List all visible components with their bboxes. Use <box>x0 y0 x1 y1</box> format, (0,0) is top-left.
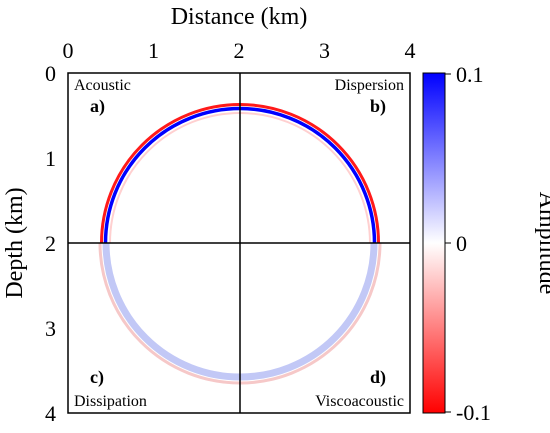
panel-letter-c: c) <box>90 367 104 388</box>
x-tick-label: 3 <box>319 38 330 63</box>
y-tick-label: 0 <box>45 61 56 86</box>
panel-letter-d: d) <box>370 367 386 388</box>
y-tick-label: 1 <box>45 146 56 171</box>
panel-name-acoustic: Acoustic <box>74 77 131 94</box>
panel-name-dispersion: Dispersion <box>335 77 404 94</box>
colorbar <box>422 72 446 414</box>
x-axis-title: Distance (km) <box>171 4 308 30</box>
y-tick-labels: 0 1 2 3 4 <box>45 61 56 426</box>
panel-letter-b: b) <box>370 96 386 117</box>
x-tick-label: 0 <box>63 38 74 63</box>
y-tick-label: 2 <box>45 231 56 256</box>
x-tick-label: 4 <box>405 38 416 63</box>
colorbar-min-label: -0.1 <box>456 400 491 425</box>
colorbar-mid-label: 0 <box>456 231 467 256</box>
x-tick-label: 1 <box>148 38 159 63</box>
colorbar-max-label: 0.1 <box>456 62 484 87</box>
y-axis-title: Depth (km) <box>2 187 28 298</box>
y-tick-label: 4 <box>45 401 56 426</box>
panel-letter-a: a) <box>90 96 105 117</box>
panel-name-dissipation: Dissipation <box>74 393 147 410</box>
x-tick-label: 2 <box>234 38 245 63</box>
y-tick-label: 3 <box>45 316 56 341</box>
x-tick-labels: 0 1 2 3 4 <box>63 38 416 63</box>
panel-name-viscoacoustic: Viscoacoustic <box>315 393 404 410</box>
colorbar-title: Amplitude <box>534 192 550 295</box>
